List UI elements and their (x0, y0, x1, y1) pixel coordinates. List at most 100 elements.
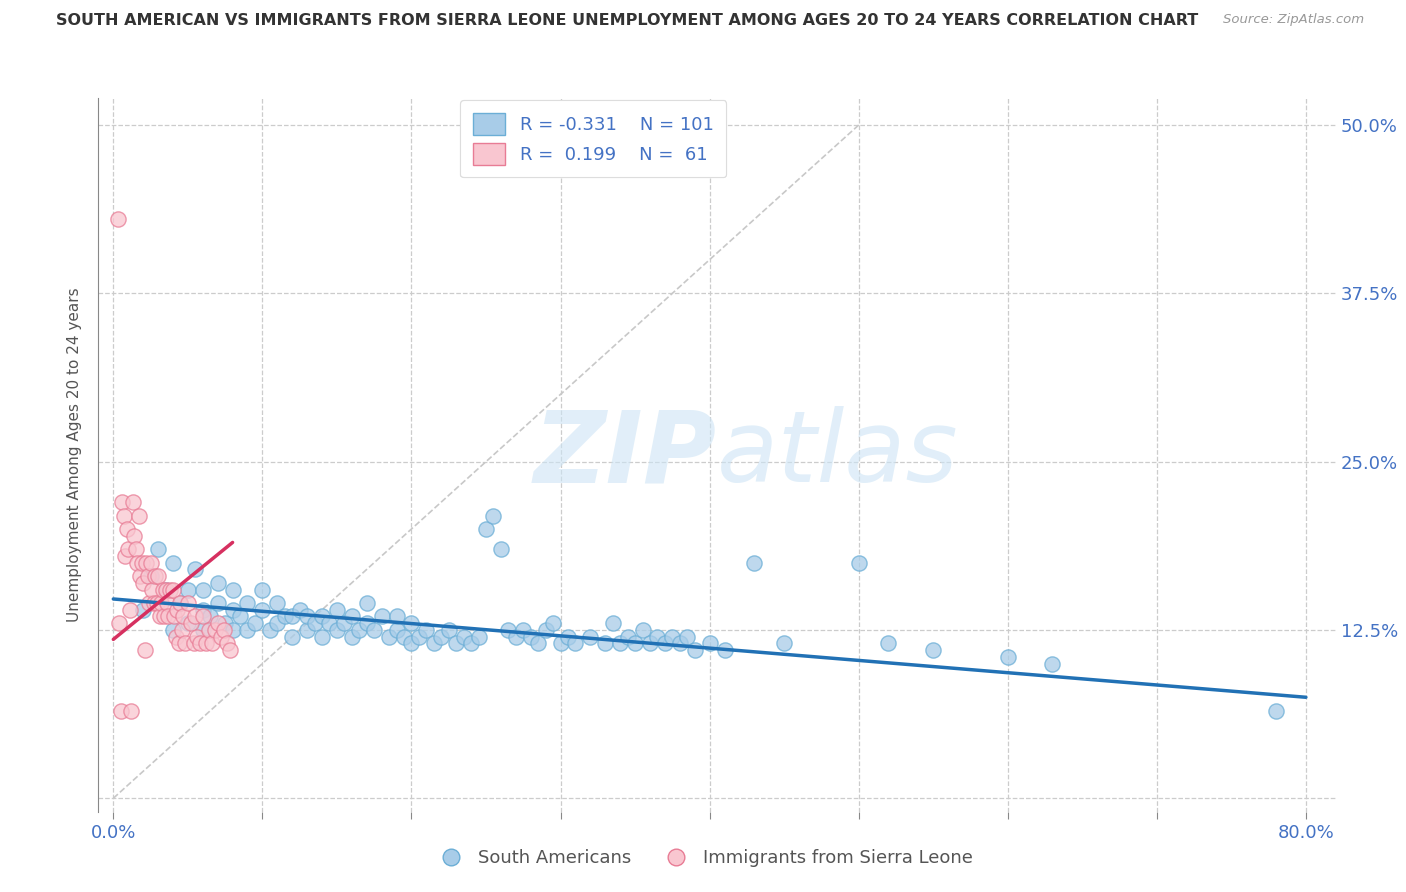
Point (186, 630, 208, 644)
Point (191, 582, 214, 597)
Point (155, 582, 177, 597)
Point (281, 609, 304, 624)
Point (259, 623, 281, 637)
Text: ZIP: ZIP (534, 407, 717, 503)
Point (475, 522, 498, 536)
Point (922, 643, 945, 657)
Point (370, 609, 392, 624)
Point (423, 636, 446, 650)
Point (683, 643, 706, 657)
Point (215, 636, 238, 650)
Point (143, 569, 166, 583)
Point (288, 603, 311, 617)
Point (1042, 657, 1064, 671)
Point (356, 596, 378, 610)
Point (467, 630, 489, 644)
Point (184, 562, 207, 576)
Point (541, 616, 564, 631)
Point (713, 643, 735, 657)
Point (676, 630, 699, 644)
Point (191, 603, 214, 617)
Point (534, 623, 557, 637)
Text: SOUTH AMERICAN VS IMMIGRANTS FROM SIERRA LEONE UNEMPLOYMENT AMONG AGES 20 TO 24 : SOUTH AMERICAN VS IMMIGRANTS FROM SIERRA… (56, 13, 1198, 29)
Point (165, 630, 187, 644)
Point (146, 569, 169, 583)
Point (326, 603, 349, 617)
Point (505, 630, 527, 644)
Text: Source: ZipAtlas.com: Source: ZipAtlas.com (1223, 13, 1364, 27)
Point (527, 636, 550, 650)
Point (221, 603, 243, 617)
Point (378, 630, 401, 644)
Point (162, 623, 184, 637)
Point (127, 556, 149, 570)
Point (121, 495, 143, 509)
Point (668, 636, 690, 650)
Point (201, 636, 224, 650)
Point (162, 556, 184, 570)
Point (117, 542, 139, 557)
Point (132, 575, 155, 590)
Legend: South Americans, Immigrants from Sierra Leone: South Americans, Immigrants from Sierra … (426, 842, 980, 874)
Point (134, 643, 156, 657)
Point (498, 623, 520, 637)
Point (141, 582, 163, 597)
Point (266, 596, 288, 610)
Point (295, 623, 318, 637)
Point (132, 603, 155, 617)
Point (191, 623, 214, 637)
Point (304, 616, 326, 631)
Point (207, 575, 229, 590)
Point (150, 596, 173, 610)
Point (118, 603, 141, 617)
Point (110, 704, 132, 718)
Point (281, 630, 304, 644)
Point (122, 529, 145, 543)
Point (1265, 704, 1288, 718)
Point (142, 596, 165, 610)
Point (114, 549, 136, 563)
Point (266, 616, 288, 631)
Point (221, 582, 243, 597)
Point (207, 596, 229, 610)
Point (184, 609, 207, 624)
Point (460, 636, 482, 650)
Point (157, 609, 180, 624)
Point (401, 616, 423, 631)
Point (638, 636, 661, 650)
Point (311, 609, 333, 624)
Point (356, 616, 378, 631)
Point (177, 616, 200, 631)
Point (385, 623, 408, 637)
Point (194, 636, 217, 650)
Point (557, 630, 579, 644)
Point (212, 623, 235, 637)
Point (159, 582, 181, 597)
Point (169, 596, 191, 610)
Point (699, 636, 721, 650)
Point (135, 556, 157, 570)
Point (236, 623, 259, 637)
Point (392, 630, 415, 644)
Point (295, 609, 318, 624)
Point (108, 616, 131, 631)
Point (437, 623, 460, 637)
Point (191, 609, 214, 624)
Point (183, 636, 205, 650)
Point (146, 542, 169, 557)
Point (564, 636, 586, 650)
Point (139, 556, 162, 570)
Point (326, 623, 349, 637)
Point (744, 556, 766, 570)
Point (177, 582, 200, 597)
Point (631, 623, 654, 637)
Point (120, 704, 142, 718)
Legend: R = -0.331    N = 101, R =  0.199    N =  61: R = -0.331 N = 101, R = 0.199 N = 61 (460, 100, 727, 178)
Point (236, 596, 259, 610)
Point (444, 636, 467, 650)
Point (243, 616, 266, 631)
Point (877, 636, 900, 650)
Point (229, 609, 252, 624)
Point (579, 630, 602, 644)
Point (131, 556, 153, 570)
